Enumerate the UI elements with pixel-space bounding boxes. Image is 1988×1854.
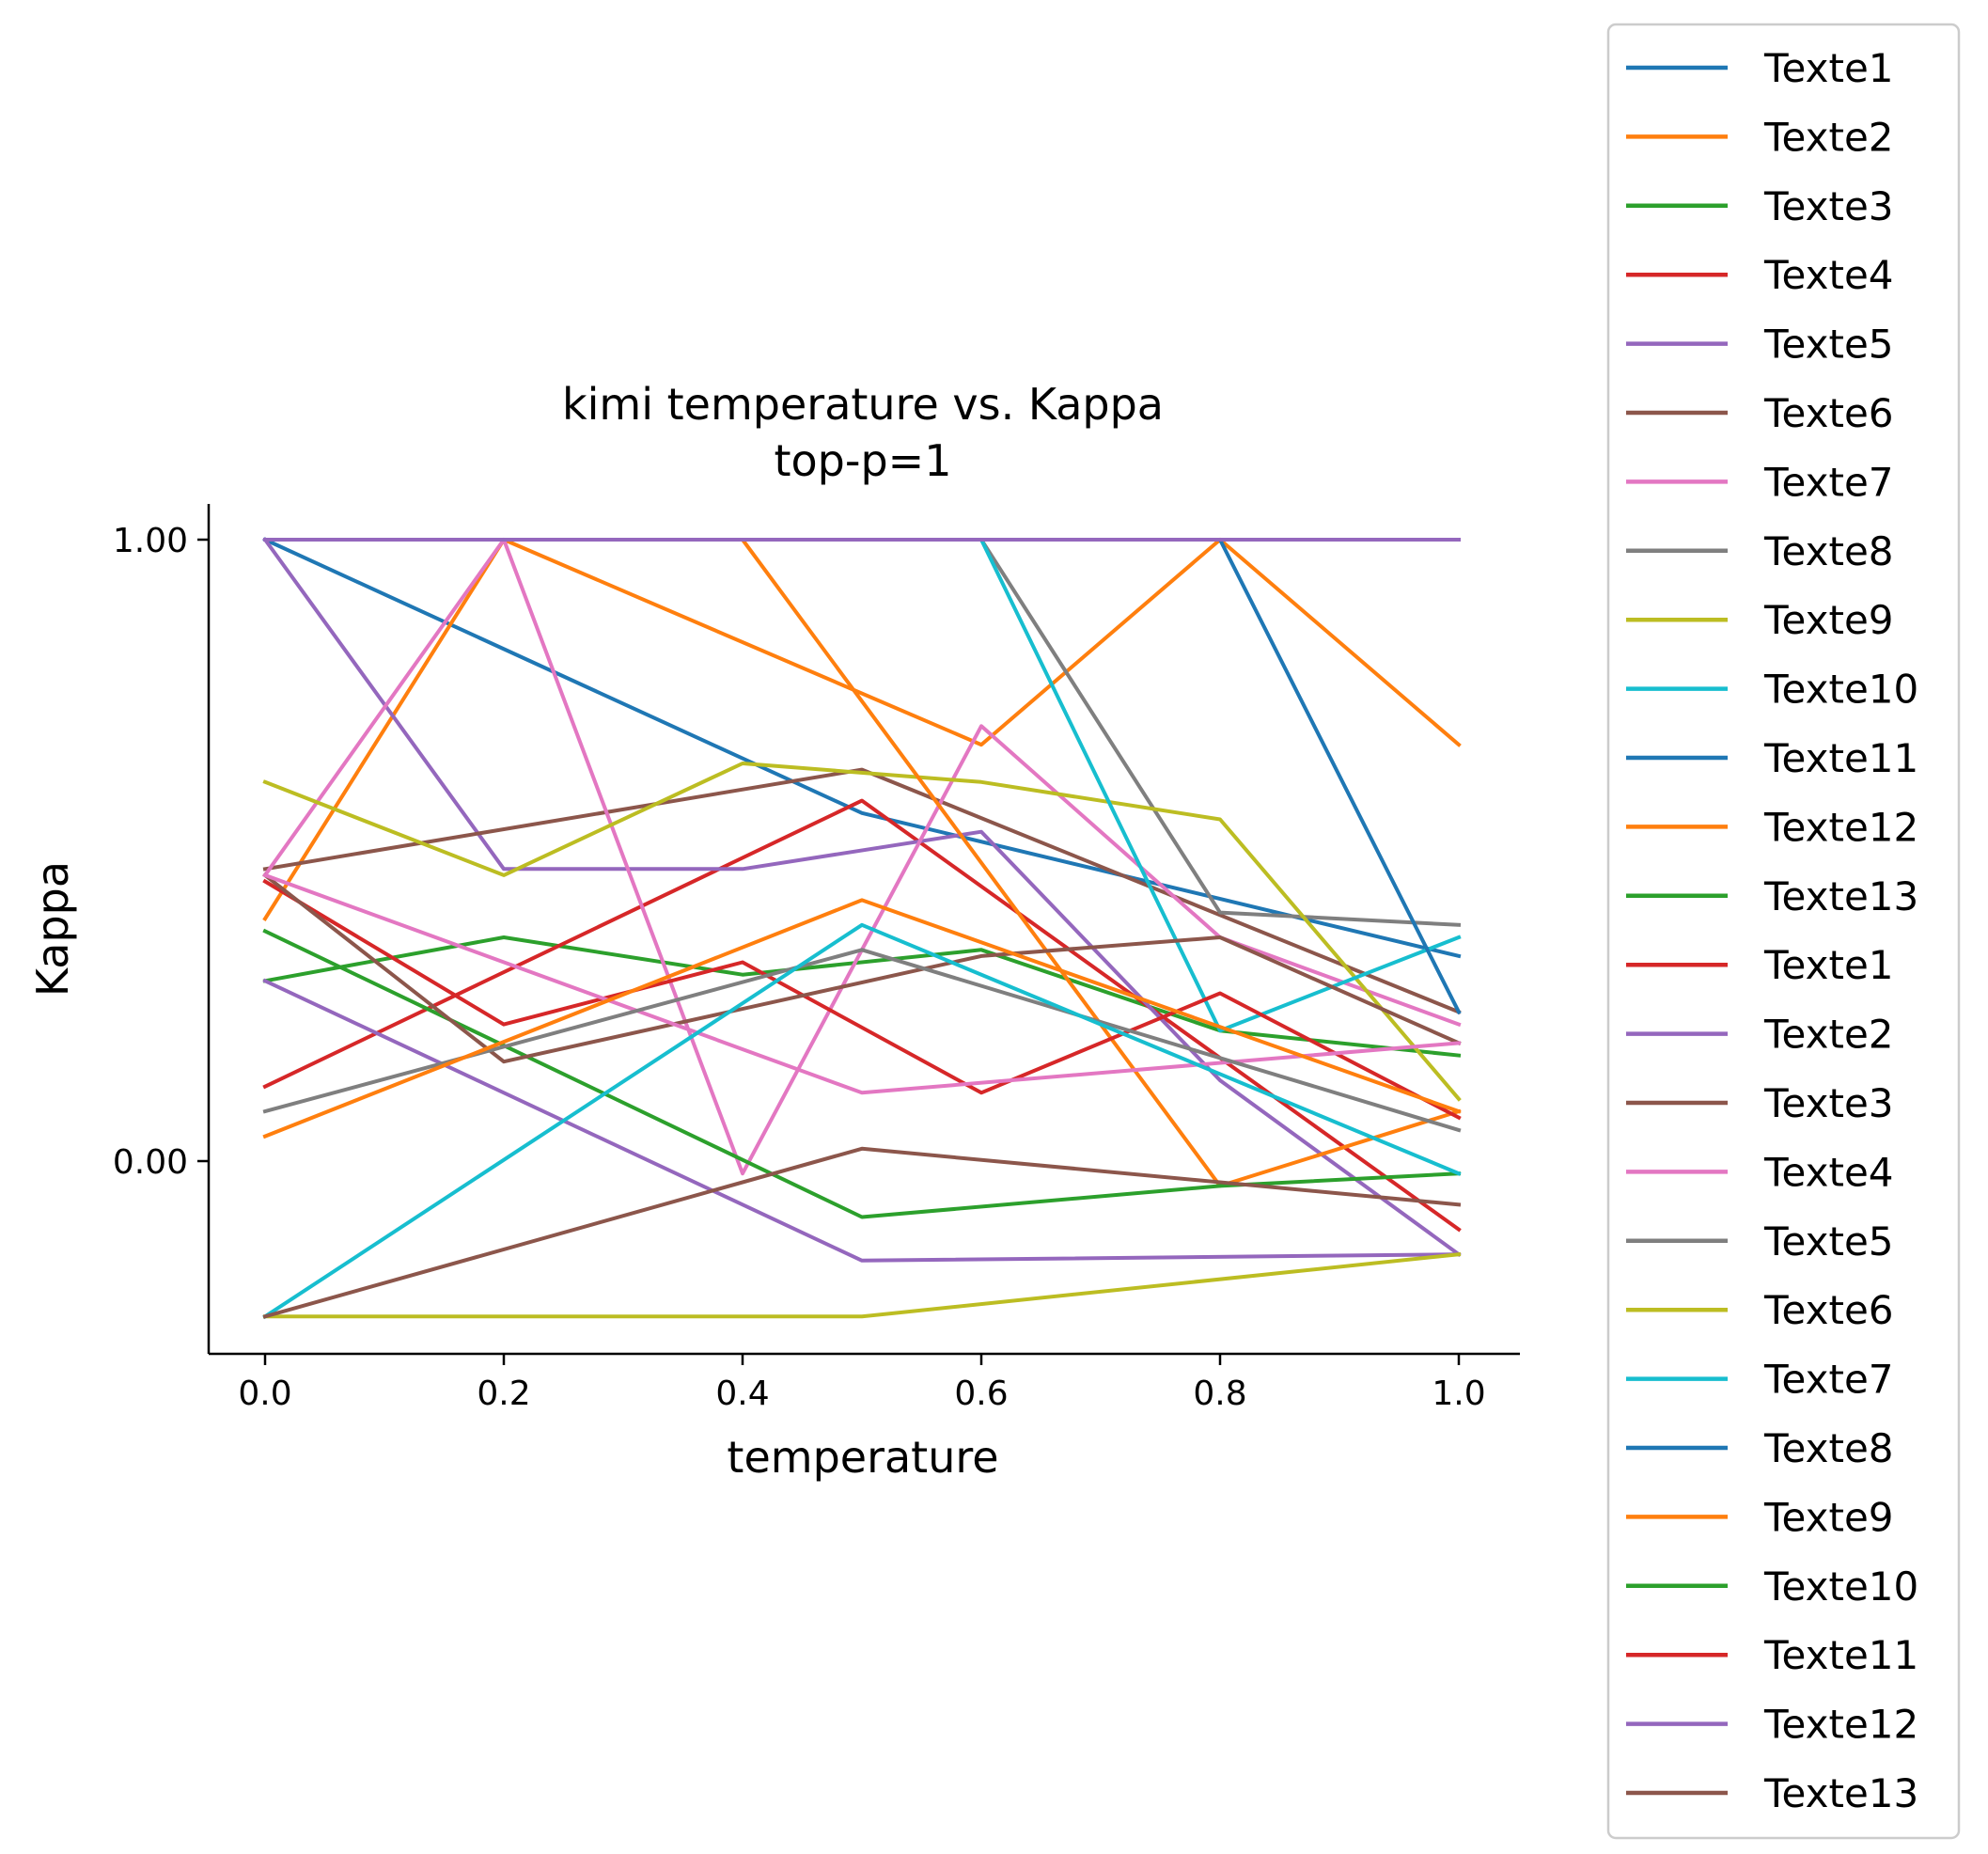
legend-label: Texte3 bbox=[1763, 1080, 1894, 1126]
y-axis-label: Kappa bbox=[27, 861, 78, 997]
series-line-9 bbox=[262, 762, 1462, 1102]
legend-label: Texte8 bbox=[1763, 528, 1894, 574]
series-line-6 bbox=[262, 767, 1462, 1015]
series-line-14 bbox=[262, 878, 1462, 1121]
series-line-17 bbox=[262, 872, 1462, 1095]
legend-label: Texte9 bbox=[1763, 1494, 1894, 1540]
legend-label: Texte7 bbox=[1763, 459, 1894, 505]
plot-area bbox=[262, 537, 1462, 1320]
y-tick-label: 1.00 bbox=[113, 522, 188, 560]
x-tick-label: 0.2 bbox=[477, 1375, 530, 1413]
series-line-4 bbox=[262, 798, 1462, 1233]
x-tick-label: 0.8 bbox=[1193, 1375, 1246, 1413]
legend-label: Texte4 bbox=[1763, 252, 1894, 298]
legend-label: Texte7 bbox=[1763, 1357, 1894, 1403]
series-line-20 bbox=[262, 922, 1462, 1320]
series-line-26 bbox=[262, 1146, 1462, 1319]
series-line-2 bbox=[262, 538, 1462, 921]
legend-label: Texte2 bbox=[1763, 1012, 1894, 1058]
series-line-15 bbox=[262, 978, 1462, 1263]
legend-label: Texte6 bbox=[1763, 390, 1894, 436]
legend-label: Texte4 bbox=[1763, 1149, 1894, 1195]
legend-label: Texte5 bbox=[1763, 1218, 1894, 1265]
x-axis-ticks: 0.0 0.2 0.4 0.6 0.8 1.0 bbox=[238, 1354, 1486, 1413]
series-line-1 bbox=[262, 537, 1462, 959]
x-axis-label: temperature bbox=[727, 1432, 998, 1483]
legend-label: Texte11 bbox=[1763, 735, 1918, 781]
legend-label: Texte9 bbox=[1763, 597, 1894, 643]
x-tick-label: 1.0 bbox=[1432, 1375, 1485, 1413]
legend-label: Texte8 bbox=[1763, 1425, 1894, 1471]
x-tick-label: 0.6 bbox=[954, 1375, 1008, 1413]
legend-label: Texte13 bbox=[1763, 1770, 1918, 1816]
chart-subtitle: top-p=1 bbox=[775, 435, 952, 486]
series-line-13 bbox=[262, 928, 1462, 1219]
series-line-16 bbox=[262, 872, 1462, 1064]
x-tick-label: 0.0 bbox=[238, 1375, 291, 1413]
x-tick-label: 0.4 bbox=[715, 1375, 769, 1413]
y-axis-ticks: 0.00 1.00 bbox=[113, 522, 209, 1182]
y-tick-label: 0.00 bbox=[113, 1143, 188, 1182]
legend-label: Texte12 bbox=[1763, 1702, 1918, 1748]
legend: Texte1 Texte2 Texte3 Texte4 Texte5 Texte6 Text… bbox=[1606, 23, 1961, 1840]
series-line-22 bbox=[262, 898, 1462, 1139]
series-line-3 bbox=[262, 935, 1462, 1058]
legend-label: Texte1 bbox=[1763, 45, 1894, 91]
legend-label: Texte13 bbox=[1763, 873, 1918, 919]
legend-label: Texte1 bbox=[1763, 942, 1894, 988]
series-line-5 bbox=[262, 537, 1462, 1257]
legend-frame bbox=[1606, 23, 1961, 1840]
legend-label: Texte10 bbox=[1763, 667, 1918, 713]
legend-label: Texte11 bbox=[1763, 1632, 1918, 1678]
legend-label: Texte6 bbox=[1763, 1287, 1894, 1333]
series-line-19 bbox=[263, 1252, 1462, 1319]
legend-label: Texte12 bbox=[1763, 804, 1918, 850]
legend-label: Texte2 bbox=[1763, 114, 1894, 160]
chart-title: kimi temperature vs. Kappa bbox=[562, 379, 1164, 430]
legend-label: Texte10 bbox=[1763, 1563, 1918, 1610]
legend-label: Texte3 bbox=[1763, 183, 1894, 229]
legend-label: Texte5 bbox=[1763, 322, 1894, 368]
